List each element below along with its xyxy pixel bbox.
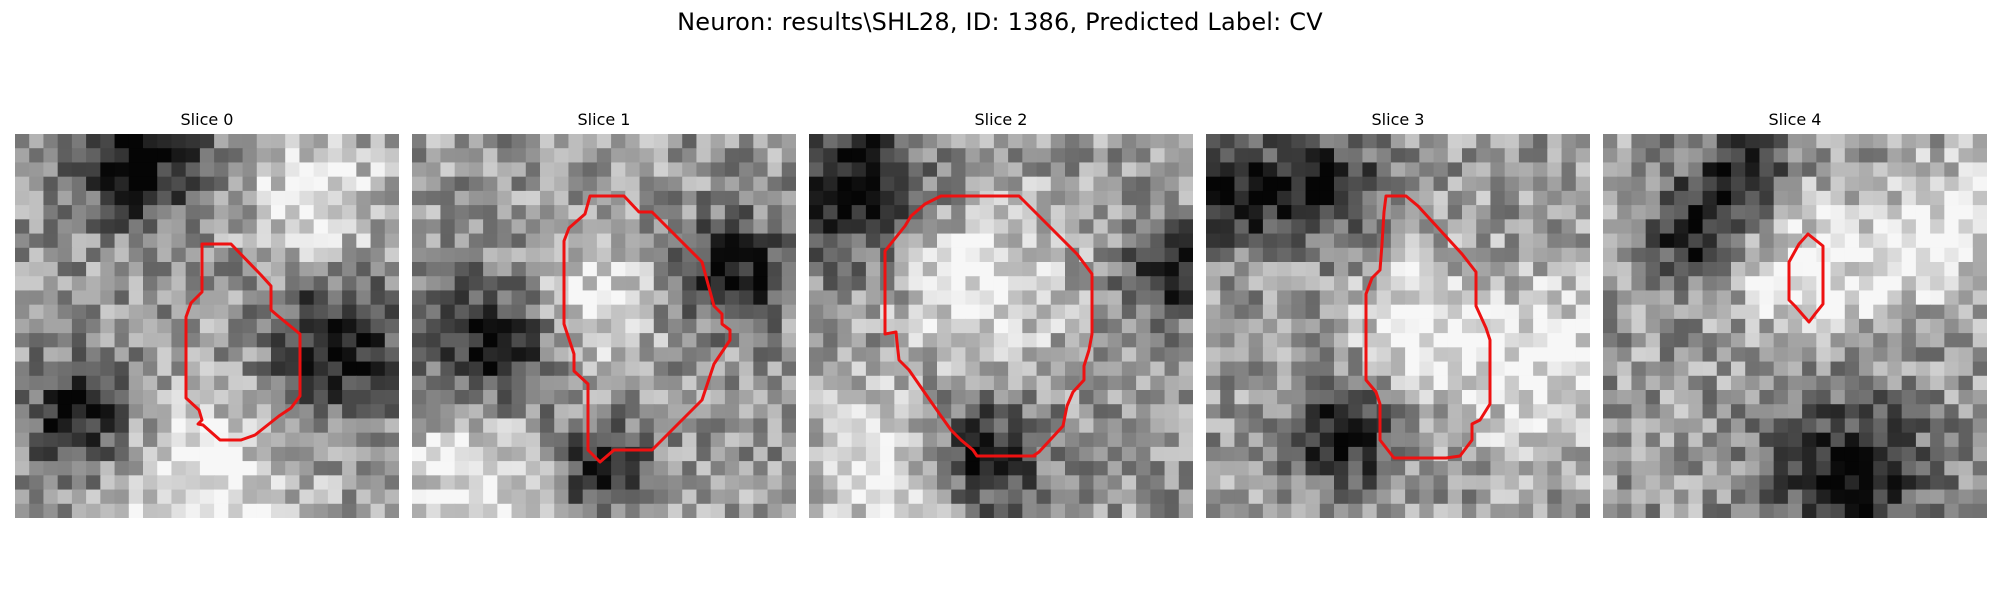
neuron-contour	[883, 194, 1094, 458]
slice-image	[809, 134, 1193, 518]
grayscale-pixels	[1603, 134, 1987, 518]
grayscale-pixels	[1206, 134, 1590, 518]
slice-title: Slice 0	[180, 110, 234, 129]
slice-image	[412, 134, 796, 518]
grayscale-pixels	[412, 134, 796, 518]
neuron-contour	[1364, 194, 1492, 460]
slice-image	[15, 134, 399, 518]
slice-image	[1206, 134, 1590, 518]
neuron-contour	[562, 194, 732, 464]
grayscale-pixels	[809, 134, 1193, 518]
neuron-contour	[1787, 232, 1825, 324]
slice-title: Slice 3	[1371, 110, 1425, 129]
neuron-contour	[184, 242, 302, 442]
slice-title: Slice 1	[577, 110, 631, 129]
grayscale-pixels	[15, 134, 399, 518]
slice-image	[1603, 134, 1987, 518]
figure-title: Neuron: results\SHL28, ID: 1386, Predict…	[677, 8, 1323, 36]
slice-title: Slice 2	[974, 110, 1028, 129]
slice-title: Slice 4	[1768, 110, 1822, 129]
